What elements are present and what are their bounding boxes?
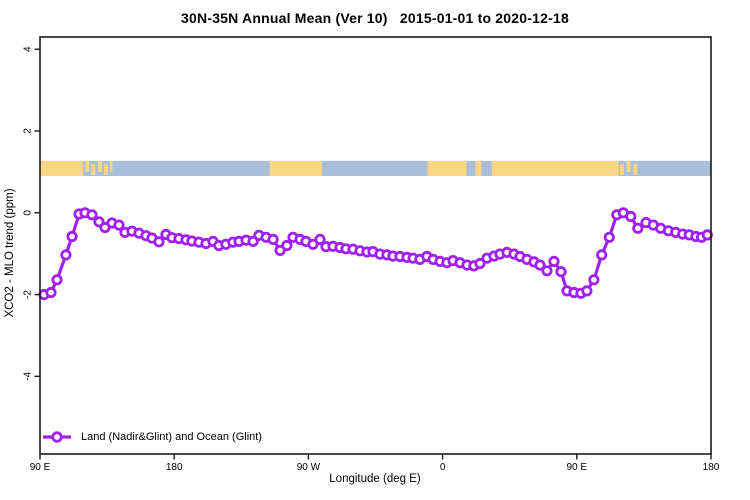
y-tick-label: 4 bbox=[23, 46, 34, 52]
island-speckle bbox=[626, 160, 631, 172]
legend: Land (Nadir&Glint) and Ocean (Glint) bbox=[42, 429, 262, 444]
x-tick-label: 90 W bbox=[297, 462, 321, 473]
data-point-marker bbox=[281, 239, 293, 252]
y-axis-label: XCO2 - MLO trend (ppm) bbox=[4, 188, 16, 318]
island-speckle bbox=[104, 163, 108, 175]
data-point-marker bbox=[60, 249, 72, 261]
legend-marker-icon bbox=[43, 430, 71, 443]
island-speckle bbox=[620, 163, 624, 175]
land-segment bbox=[491, 160, 619, 176]
land-segment bbox=[40, 160, 84, 176]
land-segment bbox=[269, 160, 322, 176]
x-tick-label: 0 bbox=[440, 462, 446, 473]
y-tick-label: 2 bbox=[23, 128, 34, 134]
legend-open-circle-icon bbox=[51, 430, 63, 443]
data-point-marker bbox=[625, 210, 637, 223]
y-tick-label: -2 bbox=[23, 290, 34, 299]
land-segment bbox=[427, 160, 467, 176]
chart-title: 30N-35N Annual Mean (Ver 10) 2015-01-01 … bbox=[181, 10, 569, 26]
data-point-marker bbox=[66, 230, 78, 243]
data-point-marker bbox=[581, 285, 593, 297]
data-point-marker bbox=[534, 259, 546, 271]
data-point-marker bbox=[596, 249, 608, 261]
data-point-marker bbox=[314, 233, 326, 245]
data-point-marker bbox=[113, 219, 125, 231]
island-speckle bbox=[633, 163, 638, 175]
island-speckle bbox=[110, 160, 113, 172]
data-point-marker bbox=[555, 266, 567, 278]
data-point-marker bbox=[307, 238, 319, 250]
x-tick-label: 180 bbox=[703, 462, 720, 473]
x-tick-label: 90 E bbox=[30, 462, 51, 473]
data-point-marker bbox=[51, 274, 63, 286]
data-point-marker bbox=[153, 236, 165, 248]
data-point-marker bbox=[632, 222, 644, 234]
data-point-marker bbox=[603, 231, 615, 243]
y-tick-label: -4 bbox=[23, 371, 34, 380]
data-point-marker bbox=[45, 286, 57, 299]
land-segment bbox=[475, 160, 482, 176]
data-point-marker bbox=[588, 274, 600, 286]
island-speckle bbox=[98, 160, 102, 172]
data-point-marker bbox=[548, 255, 560, 267]
x-axis-label: Longitude (deg E) bbox=[329, 473, 421, 485]
island-speckle bbox=[85, 160, 90, 172]
island-speckle bbox=[91, 163, 96, 175]
data-point-marker bbox=[474, 257, 486, 270]
plot-border bbox=[39, 36, 712, 455]
data-point-marker bbox=[267, 233, 279, 245]
y-tick-label: 0 bbox=[23, 210, 34, 216]
data-point-marker bbox=[541, 265, 553, 277]
data-point-marker bbox=[86, 209, 98, 221]
x-tick-label: 180 bbox=[166, 462, 183, 473]
x-tick-label: 90 E bbox=[567, 462, 588, 473]
legend-label: Land (Nadir&Glint) and Ocean (Glint) bbox=[81, 430, 262, 443]
